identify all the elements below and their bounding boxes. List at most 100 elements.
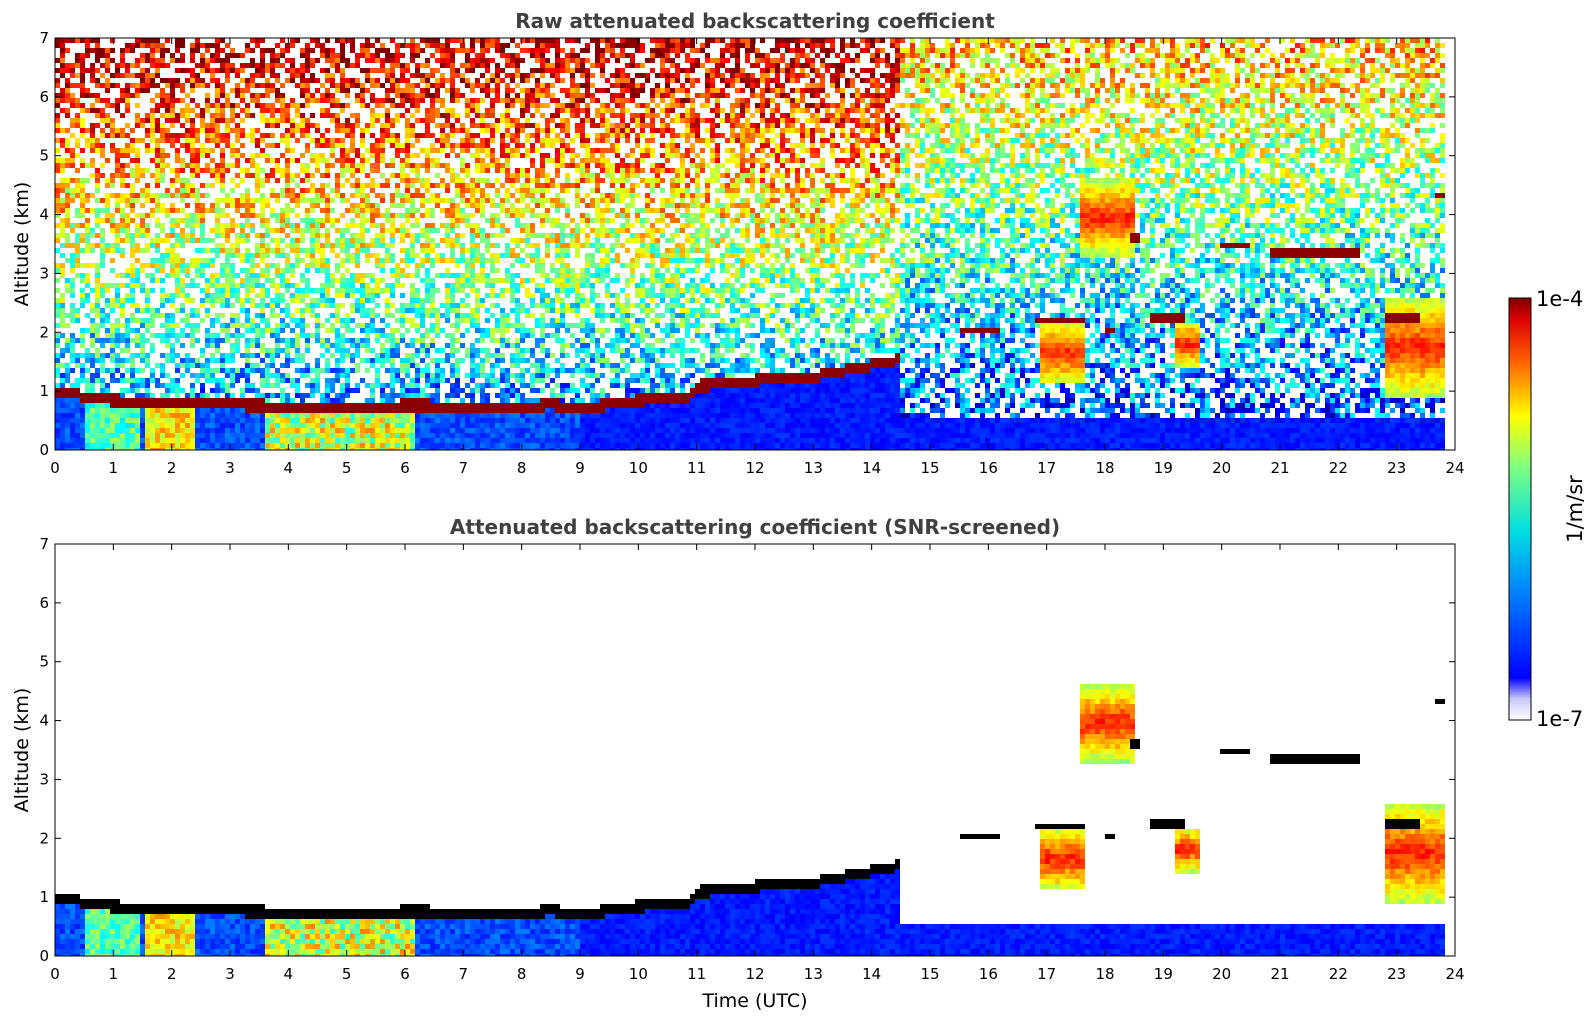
heatmap-cell — [425, 393, 430, 398]
heatmap-cell — [185, 138, 190, 143]
heatmap-cell — [330, 243, 335, 248]
heatmap-cell — [410, 438, 415, 443]
heatmap-cell — [470, 398, 475, 403]
heatmap-cell — [400, 448, 405, 450]
heatmap-cell — [80, 303, 85, 308]
heatmap-cell — [370, 68, 375, 73]
heatmap-cell — [265, 373, 270, 378]
heatmap-cell — [140, 368, 145, 373]
heatmap-cell — [195, 218, 200, 223]
heatmap-cell — [130, 48, 135, 53]
heatmap-cell — [370, 398, 375, 403]
heatmap-cell — [140, 83, 145, 88]
heatmap-cell — [355, 58, 360, 63]
heatmap-cell — [180, 158, 185, 163]
heatmap-cell — [265, 438, 270, 443]
heatmap-cell — [100, 408, 105, 413]
heatmap-cell — [240, 298, 245, 303]
heatmap-cell — [150, 198, 155, 203]
heatmap-cell — [360, 203, 365, 208]
heatmap-cell — [60, 218, 65, 223]
heatmap-cell — [395, 133, 400, 138]
heatmap-cell — [140, 173, 145, 178]
heatmap-cell — [110, 438, 115, 443]
heatmap-cell — [390, 343, 395, 348]
heatmap-cell — [65, 343, 70, 348]
heatmap-cell — [215, 388, 220, 393]
heatmap-cell — [360, 428, 365, 433]
heatmap-cell — [460, 358, 465, 363]
heatmap-cell — [280, 213, 285, 218]
heatmap-cell — [200, 298, 205, 303]
heatmap-cell — [295, 428, 300, 433]
heatmap-cell — [390, 143, 395, 148]
heatmap-cell — [365, 288, 370, 293]
heatmap-cell — [435, 333, 440, 338]
heatmap-cell — [100, 113, 105, 118]
heatmap-cell — [275, 293, 280, 298]
heatmap-cell — [430, 68, 435, 73]
heatmap-cell — [85, 198, 90, 203]
heatmap-cell — [355, 418, 360, 423]
heatmap-cell — [330, 343, 335, 348]
heatmap-cell — [110, 333, 115, 338]
heatmap-cell — [375, 48, 380, 53]
heatmap-cell — [200, 448, 205, 450]
heatmap-cell — [225, 433, 230, 438]
heatmap-cell — [260, 103, 265, 108]
heatmap-cell — [290, 428, 295, 433]
heatmap-cell — [180, 408, 185, 413]
heatmap-cell — [215, 333, 220, 338]
heatmap-cell — [455, 403, 460, 408]
heatmap-cell — [335, 348, 340, 353]
heatmap-cell — [315, 143, 320, 148]
heatmap-cell — [345, 133, 350, 138]
heatmap-cell — [230, 148, 235, 153]
heatmap-cell — [490, 333, 495, 338]
heatmap-cell — [195, 73, 200, 78]
heatmap-cell — [195, 43, 200, 48]
heatmap-cell — [290, 298, 295, 303]
heatmap-cell — [425, 378, 430, 383]
heatmap-cell — [235, 438, 240, 443]
heatmap-cell — [470, 318, 475, 323]
heatmap-cell — [320, 298, 325, 303]
heatmap-cell — [375, 243, 380, 248]
heatmap-cell — [290, 43, 295, 48]
heatmap-cell — [135, 73, 140, 78]
heatmap-cell — [445, 38, 450, 43]
heatmap-cell — [340, 163, 345, 168]
heatmap-cell — [105, 198, 110, 203]
heatmap-cell — [90, 38, 95, 43]
heatmap-cell — [370, 318, 375, 323]
heatmap-cell — [490, 363, 495, 368]
heatmap-cell — [210, 203, 215, 208]
heatmap-cell — [395, 433, 400, 438]
heatmap-cell — [345, 128, 350, 133]
heatmap-cell — [235, 408, 240, 413]
heatmap-cell — [325, 338, 330, 343]
heatmap-cell — [180, 143, 185, 148]
heatmap-cell — [170, 138, 175, 143]
heatmap-cell — [310, 393, 315, 398]
heatmap-cell — [500, 138, 505, 143]
heatmap-cell — [485, 83, 490, 88]
heatmap-cell — [395, 283, 400, 288]
heatmap-cell — [360, 128, 365, 133]
heatmap-cell — [75, 248, 80, 253]
heatmap-cell — [435, 98, 440, 103]
heatmap-cell — [60, 403, 65, 408]
heatmap-cell — [430, 438, 435, 443]
heatmap-cell — [185, 403, 190, 408]
heatmap-cell — [490, 203, 495, 208]
heatmap-cell — [60, 308, 65, 313]
heatmap-cell — [370, 168, 375, 173]
heatmap-cell — [490, 223, 495, 228]
heatmap-cell — [250, 163, 255, 168]
heatmap-cell — [465, 348, 470, 353]
heatmap-cell — [280, 328, 285, 333]
heatmap-cell — [70, 408, 75, 413]
heatmap-cell — [165, 373, 170, 378]
heatmap-cell — [55, 428, 60, 433]
heatmap-cell — [180, 83, 185, 88]
